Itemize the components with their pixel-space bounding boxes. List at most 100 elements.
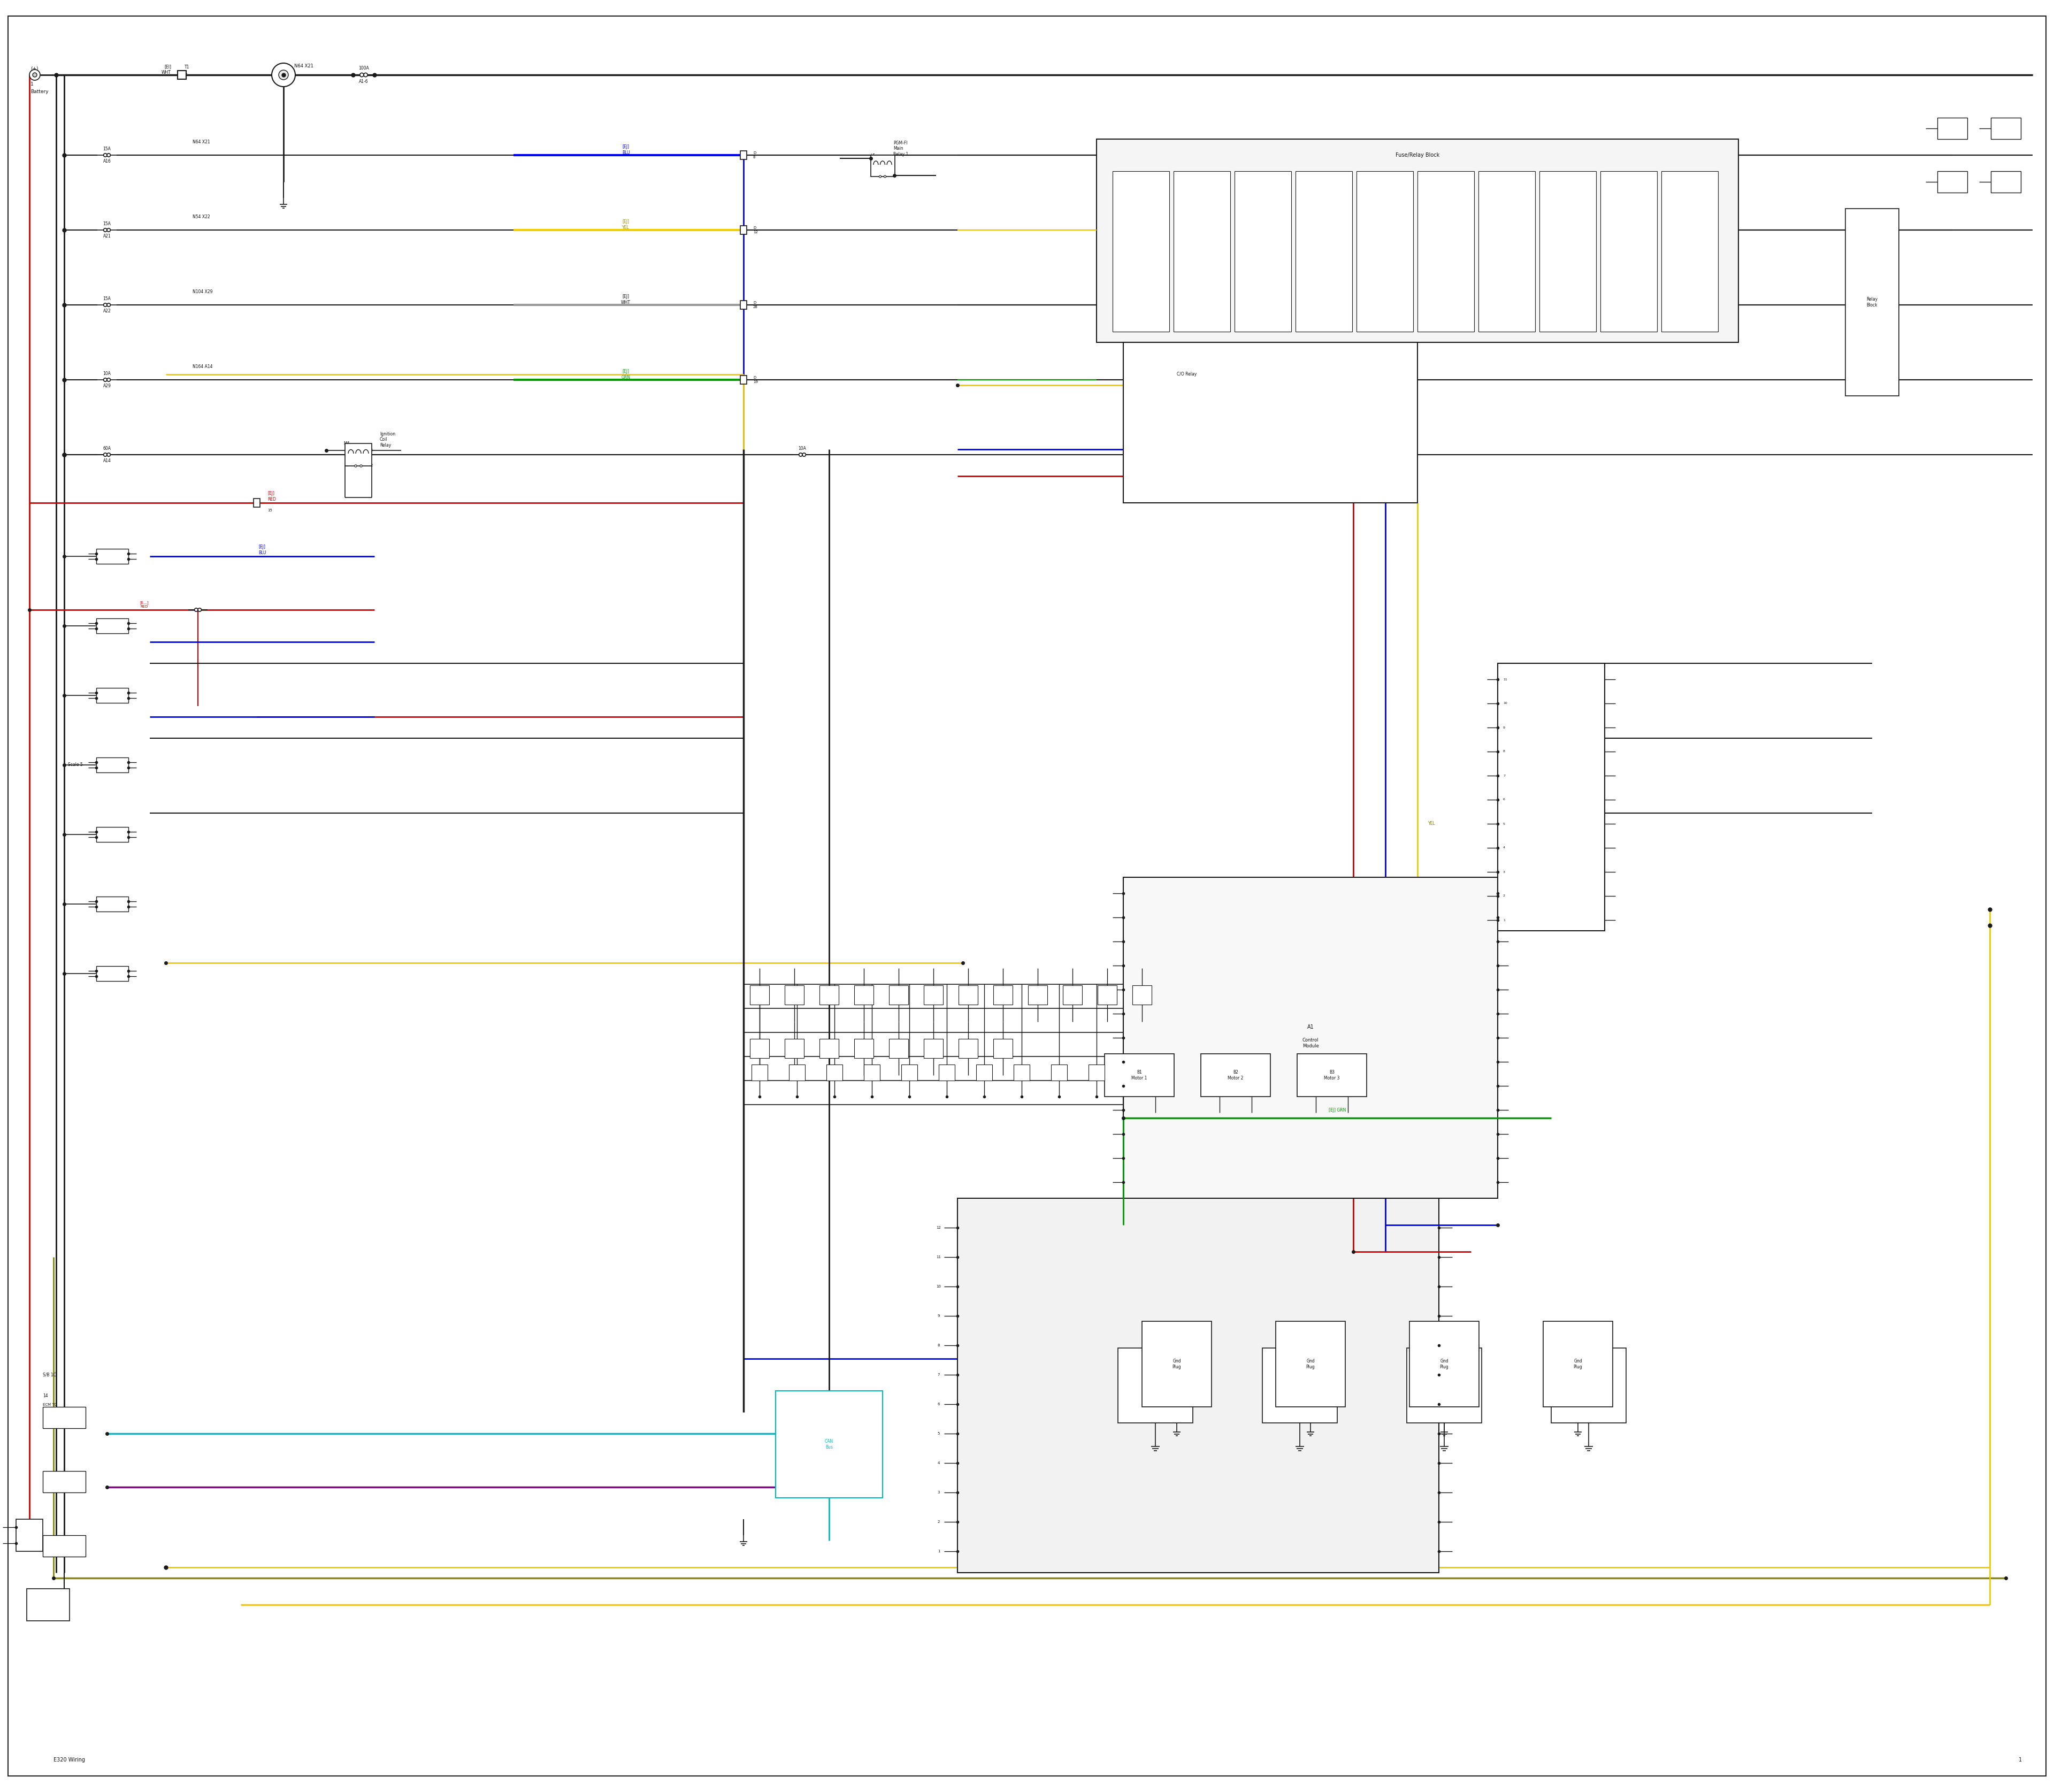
Bar	[1356, 172, 1413, 332]
Text: N/A: N/A	[1949, 181, 1955, 183]
Bar	[1551, 1348, 1627, 1423]
Text: 6: 6	[1504, 799, 1506, 801]
Circle shape	[879, 176, 881, 177]
Bar	[1263, 1348, 1337, 1423]
Bar	[752, 1064, 768, 1081]
Text: A21: A21	[103, 235, 111, 238]
Text: S5: S5	[109, 830, 115, 835]
Text: [E...]
RED: [E...] RED	[140, 600, 148, 607]
Text: 1: 1	[1504, 919, 1506, 921]
Text: C/O Relay: C/O Relay	[1177, 373, 1197, 376]
Bar	[820, 986, 838, 1005]
Bar	[16, 1520, 43, 1552]
Text: ECM-C: ECM-C	[58, 1545, 70, 1548]
Bar	[994, 986, 1013, 1005]
Bar	[924, 986, 943, 1005]
Circle shape	[107, 228, 111, 231]
Text: [EI]: [EI]	[164, 65, 170, 70]
Bar	[750, 986, 768, 1005]
Circle shape	[103, 154, 107, 158]
Text: [EJ]
BLU: [EJ] BLU	[622, 145, 631, 154]
Text: 1: 1	[871, 174, 873, 177]
Circle shape	[103, 228, 107, 231]
Bar	[1062, 986, 1082, 1005]
Text: 3: 3	[937, 1491, 941, 1495]
Bar	[1662, 172, 1717, 332]
Text: B2
Motor 2: B2 Motor 2	[1228, 1070, 1243, 1081]
Text: Sensor
Gnd Plug: Sensor Gnd Plug	[1146, 1382, 1165, 1389]
Text: 12: 12	[937, 1226, 941, 1229]
Bar	[97, 548, 127, 564]
Text: Sensor
Gnd Plug: Sensor Gnd Plug	[1436, 1382, 1452, 1389]
Text: A14: A14	[103, 459, 111, 464]
Text: 100A: 100A	[359, 66, 370, 70]
Circle shape	[107, 378, 111, 382]
Bar	[889, 986, 908, 1005]
Bar	[1990, 118, 2021, 140]
Bar	[1173, 172, 1230, 332]
Bar	[1417, 172, 1475, 332]
Text: ECU: ECU	[1193, 1383, 1204, 1387]
Bar	[976, 1064, 992, 1081]
Text: 10A: 10A	[799, 446, 807, 452]
Bar	[1117, 1348, 1193, 1423]
Text: 14: 14	[43, 1394, 47, 1398]
Text: PGM-FI
Main
Relay 1: PGM-FI Main Relay 1	[893, 142, 908, 156]
Text: N/A: N/A	[2003, 181, 2009, 183]
Text: S1: S1	[109, 552, 115, 557]
Bar	[1479, 172, 1534, 332]
Text: 4: 4	[863, 993, 865, 996]
Text: Battery: Battery	[31, 90, 49, 95]
Circle shape	[271, 63, 296, 86]
Text: (+): (+)	[31, 66, 39, 72]
Text: 8: 8	[1504, 751, 1506, 753]
Text: M4: M4	[343, 441, 349, 446]
Bar	[854, 1039, 873, 1057]
Text: 4: 4	[937, 1462, 941, 1464]
Bar	[1105, 1054, 1175, 1097]
Text: YEL: YEL	[1428, 821, 1436, 826]
Text: N/A
Fuse: N/A Fuse	[1947, 125, 1957, 133]
Text: [EJ]
WHT: [EJ] WHT	[620, 294, 631, 305]
Text: ECM TC
SW-1: ECM TC SW-1	[43, 1403, 58, 1410]
Bar	[739, 301, 748, 310]
Circle shape	[103, 453, 107, 457]
Bar	[1202, 1054, 1269, 1097]
Text: [EJ]
BLU: [EJ] BLU	[259, 545, 265, 556]
Bar	[785, 1039, 803, 1057]
Text: Relay: Relay	[2001, 127, 2011, 131]
Text: N54 X22: N54 X22	[193, 215, 210, 219]
Text: S4: S4	[109, 760, 115, 765]
Text: 7: 7	[1504, 774, 1506, 778]
Text: 10: 10	[1504, 702, 1508, 704]
Text: N104 X29: N104 X29	[193, 289, 214, 294]
Circle shape	[799, 453, 803, 457]
Bar	[1142, 1321, 1212, 1407]
Circle shape	[803, 453, 805, 457]
Bar	[1089, 1064, 1105, 1081]
Text: 11: 11	[1105, 993, 1109, 996]
Text: 7: 7	[967, 993, 969, 996]
Text: 7: 7	[937, 1373, 941, 1376]
Bar	[1052, 1064, 1068, 1081]
Text: D
28: D 28	[754, 301, 758, 308]
Bar	[27, 1590, 70, 1620]
Text: 15A: 15A	[103, 296, 111, 301]
Bar	[1124, 878, 1497, 1199]
Bar	[1543, 1321, 1612, 1407]
Circle shape	[355, 464, 357, 468]
Bar	[750, 1039, 768, 1057]
Text: 9: 9	[1037, 993, 1039, 996]
Text: ECM-A
14-Pin: ECM-A 14-Pin	[58, 1414, 70, 1421]
Bar	[739, 226, 748, 235]
Text: Gnd
Plug: Gnd Plug	[1173, 1358, 1181, 1369]
Text: 8: 8	[1002, 993, 1004, 996]
Text: 4: 4	[1504, 846, 1506, 849]
Bar	[1276, 1321, 1345, 1407]
Circle shape	[33, 73, 37, 77]
Text: D
12: D 12	[754, 226, 758, 233]
Text: 9: 9	[937, 1314, 941, 1317]
Bar	[1497, 663, 1604, 930]
Text: Ignition
Coil
Relay: Ignition Coil Relay	[380, 432, 394, 448]
Text: S6: S6	[109, 900, 115, 905]
